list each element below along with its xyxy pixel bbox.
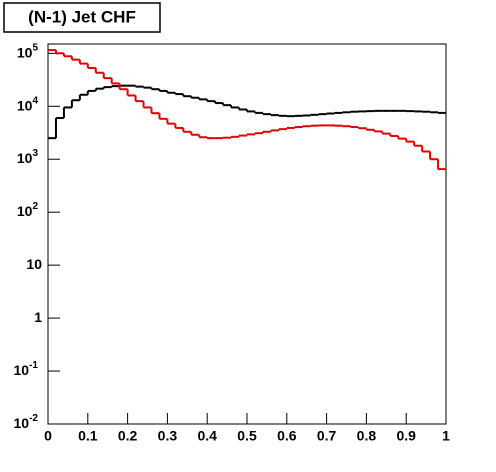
y-tick-label: 10 [26,256,42,272]
x-tick-label: 0.3 [158,428,178,444]
y-tick-base: 10 [17,203,33,219]
y-tick-label: 103 [17,148,39,166]
y-tick-base: 10 [14,362,30,378]
y-tick-exponent: -1 [29,360,38,371]
y-tick-label: 10-1 [14,360,39,378]
y-tick-exponent: 4 [32,95,38,106]
x-tick-label: 0.8 [357,428,377,444]
x-tick-label: 0.7 [317,428,337,444]
x-tick-label: 0.6 [277,428,297,444]
y-tick-exponent: 3 [32,148,38,159]
x-tick-label: 0.4 [197,428,217,444]
x-tick-label: 0.5 [237,428,257,444]
y-tick-label: 10-2 [14,413,39,431]
y-tick-label: 1 [34,309,42,325]
x-tick-label: 0.9 [396,428,416,444]
y-tick-base: 10 [17,97,33,113]
x-tick-label: 0.1 [78,428,98,444]
y-tick-base: 10 [17,150,33,166]
x-tick-label: 0 [44,428,52,444]
y-tick-base: 10 [17,44,33,60]
y-tick-label: 105 [17,42,39,60]
title-box [3,2,161,33]
x-tick-label: 1 [442,428,450,444]
y-tick-exponent: 2 [32,201,38,212]
chart-title: (N-1) Jet CHF [28,7,136,26]
y-tick-exponent: -2 [29,413,38,424]
y-tick-exponent: 5 [32,42,38,53]
plot-frame [47,43,447,425]
y-tick-base: 10 [14,415,30,431]
x-tick-label: 0.2 [118,428,138,444]
y-tick-label: 104 [17,95,39,113]
y-tick-label: 102 [17,201,39,219]
